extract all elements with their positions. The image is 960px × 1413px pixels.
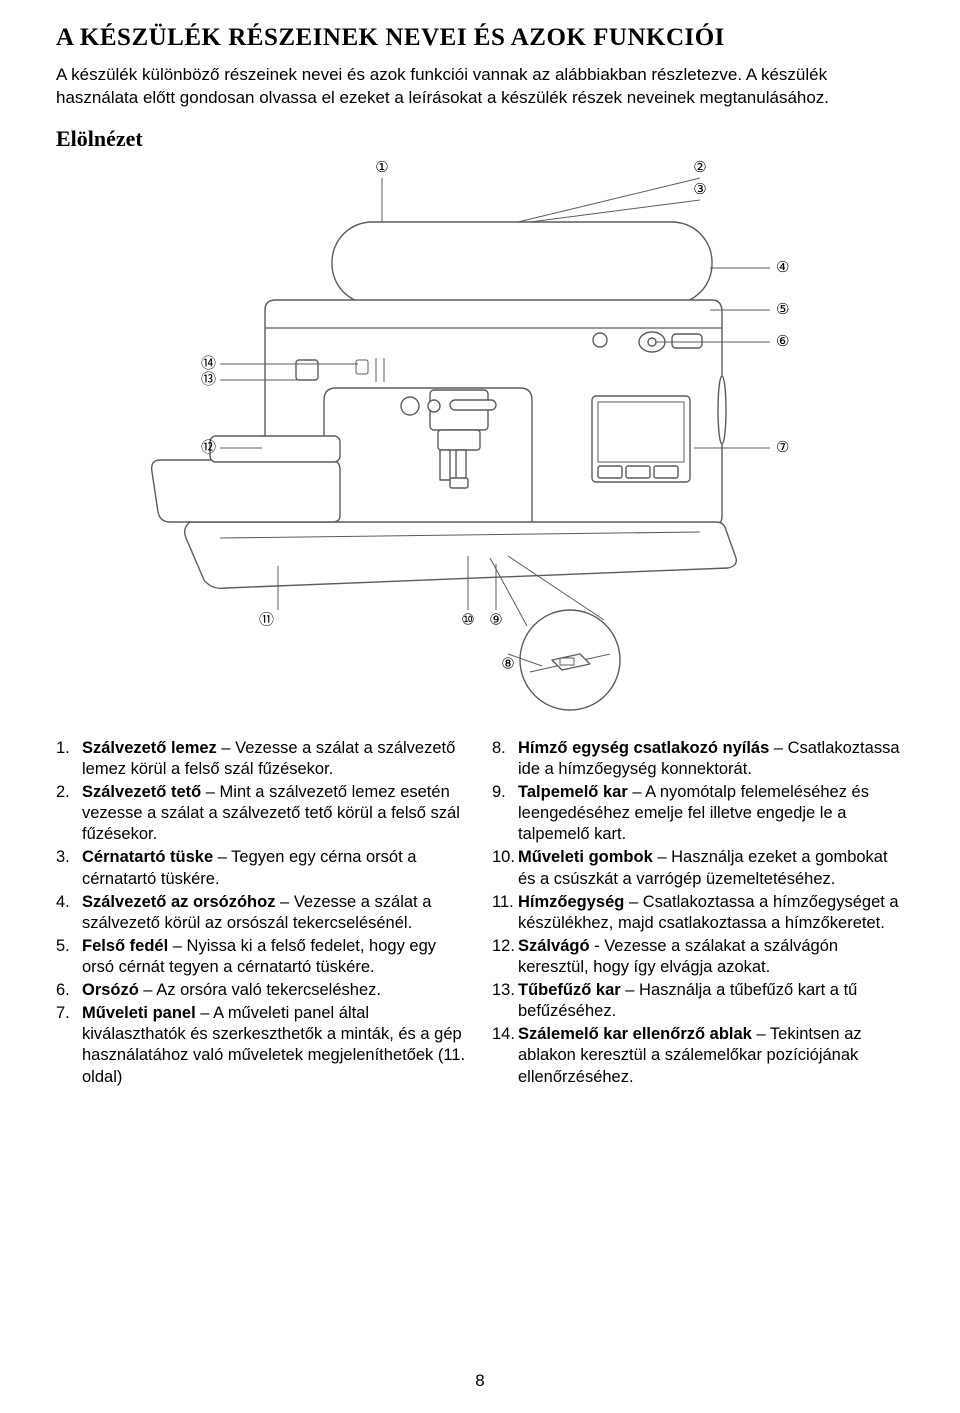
list-item-desc: – Az orsóra való tekercseléshez. — [139, 981, 381, 999]
list-item-number: 6. — [56, 980, 82, 1001]
callout-label: ⑩ — [461, 611, 474, 628]
parts-list-left: 1.Szálvezető lemez – Vezesse a szálat a … — [56, 738, 468, 1090]
list-item: 2.Szálvezető tető – Mint a szálvezető le… — [56, 782, 468, 845]
list-item-number: 13. — [492, 980, 518, 1022]
diagram-container: ① ② ③ ④ ⑤ ⑥ ⑦ ⑧ ⑨⑩ ⑪ ⑫ ⑬⑭ — [56, 160, 904, 720]
list-item: 10.Műveleti gombok – Használja ezeket a … — [492, 847, 904, 889]
list-item-body: Hímző egység csatlakozó nyílás – Csatlak… — [518, 738, 904, 780]
list-item-body: Szálvezető az orsózóhoz – Vezesse a szál… — [82, 892, 468, 934]
list-item-term: Szálvezető lemez — [82, 739, 217, 757]
list-item-number: 14. — [492, 1024, 518, 1087]
list-item: 3.Cérnatartó tüske – Tegyen egy cérna or… — [56, 847, 468, 889]
list-item-number: 11. — [492, 892, 518, 934]
list-item: 5.Felső fedél – Nyissa ki a felső fedele… — [56, 936, 468, 978]
list-item-body: Műveleti panel – A műveleti panel által … — [82, 1003, 468, 1087]
list-item-body: Tűbefűző kar – Használja a tűbefűző kart… — [518, 980, 904, 1022]
callout-label: ⑥ — [776, 333, 789, 350]
list-item-number: 8. — [492, 738, 518, 780]
list-item-term: Talpemelő kar — [518, 783, 628, 801]
list-item: 9.Talpemelő kar – A nyomótalp felemelésé… — [492, 782, 904, 845]
list-item: 7.Műveleti panel – A műveleti panel álta… — [56, 1003, 468, 1087]
machine-diagram: ① ② ③ ④ ⑤ ⑥ ⑦ ⑧ ⑨⑩ ⑪ ⑫ ⑬⑭ — [100, 160, 860, 720]
list-item-body: Talpemelő kar – A nyomótalp felemeléséhe… — [518, 782, 904, 845]
list-item-number: 4. — [56, 892, 82, 934]
intro-paragraph: A készülék különböző részeinek nevei és … — [56, 64, 904, 110]
callout-label: ⑬ — [201, 371, 216, 388]
callout-label: ⑨ — [489, 611, 502, 628]
parts-list: 1.Szálvezető lemez – Vezesse a szálat a … — [56, 738, 904, 1090]
list-item-number: 3. — [56, 847, 82, 889]
section-heading-front-view: Elölnézet — [56, 126, 904, 152]
list-item-term: Felső fedél — [82, 937, 168, 955]
list-item-number: 7. — [56, 1003, 82, 1087]
list-item-number: 10. — [492, 847, 518, 889]
list-item-term: Szálvezető az orsózóhoz — [82, 893, 275, 911]
list-item-term: Orsózó — [82, 981, 139, 999]
callout-label: ⑧ — [501, 655, 514, 672]
list-item: 14.Szálemelő kar ellenőrző ablak – Tekin… — [492, 1024, 904, 1087]
list-item-body: Felső fedél – Nyissa ki a felső fedelet,… — [82, 936, 468, 978]
list-item-term: Hímzőegység — [518, 893, 624, 911]
list-item: 4.Szálvezető az orsózóhoz – Vezesse a sz… — [56, 892, 468, 934]
list-item: 1.Szálvezető lemez – Vezesse a szálat a … — [56, 738, 468, 780]
callout-label: ③ — [693, 181, 706, 198]
list-item-body: Szálvezető lemez – Vezesse a szálat a sz… — [82, 738, 468, 780]
list-item-term: Műveleti panel — [82, 1004, 196, 1022]
callout-label: ④ — [776, 259, 789, 276]
callout-label: ⑦ — [776, 439, 789, 456]
callout-label: ① — [375, 160, 388, 176]
list-item-body: Műveleti gombok – Használja ezeket a gom… — [518, 847, 904, 889]
callout-label: ② — [693, 160, 706, 176]
list-item: 12.Szálvágó - Vezesse a szálakat a szálv… — [492, 936, 904, 978]
callout-label: ⑤ — [776, 301, 789, 318]
list-item: 11.Hímzőegység – Csatlakoztassa a hímzőe… — [492, 892, 904, 934]
list-item: 13.Tűbefűző kar – Használja a tűbefűző k… — [492, 980, 904, 1022]
callout-label: ⑪ — [259, 611, 274, 628]
list-item-number: 9. — [492, 782, 518, 845]
list-item-body: Szálvágó - Vezesse a szálakat a szálvágó… — [518, 936, 904, 978]
list-item-term: Cérnatartó tüske — [82, 848, 213, 866]
list-item-term: Szálvágó — [518, 937, 590, 955]
list-item-term: Műveleti gombok — [518, 848, 653, 866]
list-item-term: Szálemelő kar ellenőrző ablak — [518, 1025, 752, 1043]
list-item: 6.Orsózó – Az orsóra való tekercseléshez… — [56, 980, 468, 1001]
list-item-number: 1. — [56, 738, 82, 780]
parts-list-right: 8.Hímző egység csatlakozó nyílás – Csatl… — [492, 738, 904, 1090]
callout-label: ⑫ — [201, 439, 216, 456]
list-item-body: Orsózó – Az orsóra való tekercseléshez. — [82, 980, 468, 1001]
list-item-body: Szálemelő kar ellenőrző ablak – Tekintse… — [518, 1024, 904, 1087]
page-number: 8 — [0, 1371, 960, 1391]
list-item-term: Szálvezető tető — [82, 783, 201, 801]
list-item-body: Hímzőegység – Csatlakoztassa a hímzőegys… — [518, 892, 904, 934]
list-item-number: 5. — [56, 936, 82, 978]
list-item-body: Cérnatartó tüske – Tegyen egy cérna orsó… — [82, 847, 468, 889]
list-item-number: 2. — [56, 782, 82, 845]
list-item-number: 12. — [492, 936, 518, 978]
list-item-body: Szálvezető tető – Mint a szálvezető leme… — [82, 782, 468, 845]
list-item-term: Hímző egység csatlakozó nyílás — [518, 739, 769, 757]
page-title: A KÉSZÜLÉK RÉSZEINEK NEVEI ÉS AZOK FUNKC… — [56, 24, 904, 52]
list-item-term: Tűbefűző kar — [518, 981, 621, 999]
list-item: 8.Hímző egység csatlakozó nyílás – Csatl… — [492, 738, 904, 780]
callout-label: ⑭ — [201, 355, 216, 372]
